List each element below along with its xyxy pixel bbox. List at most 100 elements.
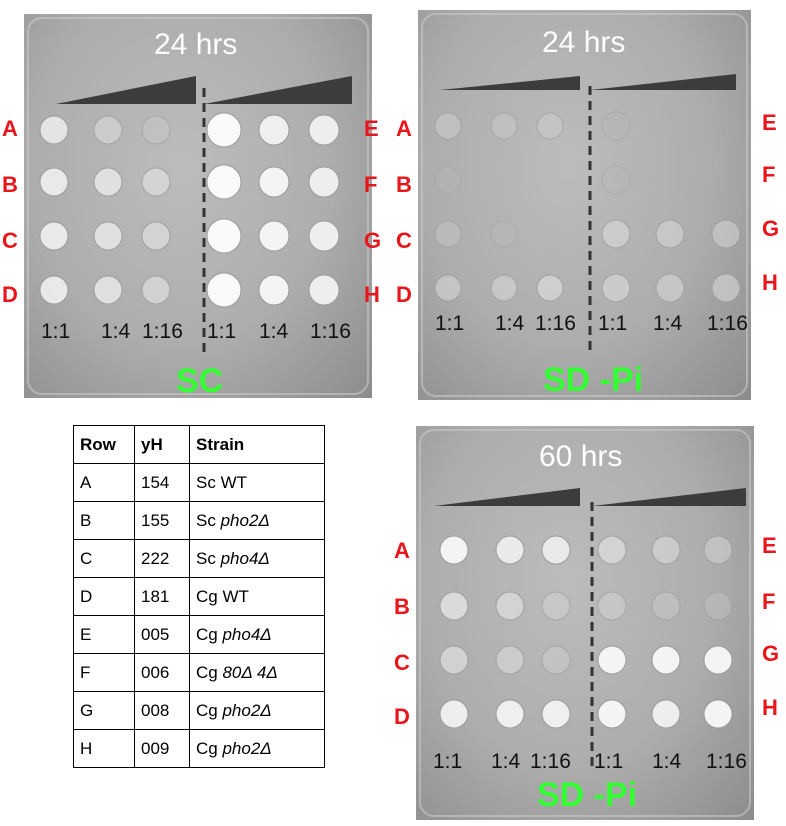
colony-spot [206,272,242,308]
table-header-row: Row yH Strain [73,425,325,464]
colony-spot [490,220,518,248]
genotype: pho4Δ [222,624,272,644]
row-label: E [364,116,379,141]
colony-spot [308,220,340,252]
genotype: WT [220,472,248,492]
dilution-label: 1:16 [530,750,571,773]
colony-spot [439,699,469,729]
dilution-wedge [440,76,580,90]
table-row: A 154 Sc WT [73,463,325,502]
dilution-wedge [204,76,352,104]
colony-spot [93,221,123,251]
row-cell: A [73,463,135,502]
dilution-label: 1:4 [101,320,131,343]
colony-spot [308,166,340,198]
colony-spot [541,699,571,729]
plate-graphics [419,429,751,817]
colony-spot [39,221,69,251]
dilution-wedge [590,74,736,90]
dilution-label: 1:16 [310,320,351,343]
table-row: F 006 Cg 80Δ 4Δ [73,653,325,692]
dilution-label: 1:1 [207,320,237,343]
yh-cell: 222 [134,539,190,578]
time-label: 24 hrs [154,28,238,61]
dilution-label: 1:16 [706,750,747,773]
row-label: C [396,228,412,253]
column-header-strain: Strain [189,425,325,464]
dilution-label: 1:4 [495,312,525,335]
dilution-label: 1:4 [653,312,683,335]
row-label: B [2,172,18,197]
colony-spot [39,275,69,305]
dilution-label: 1:1 [598,312,628,335]
strain-cell: Sc pho2Δ [189,501,325,540]
strain-cell: Cg pho2Δ [189,691,325,730]
yh-cell: 008 [134,691,190,730]
species: Sc [196,472,216,492]
row-label: F [762,162,776,187]
dilution-label: 1:16 [707,312,748,335]
plate-rim [27,17,369,395]
strain-cell: Cg pho2Δ [189,729,325,768]
colony-spot [651,699,681,729]
column-header-yh: yH [134,425,190,464]
yh-cell: 154 [134,463,190,502]
colony-spot [93,115,123,145]
plate-graphics [421,13,748,397]
plate-sdpi-60hrs: 60 hrs SD -Pi 1:1 1:4 1:16 1:1 1:4 1:16 [416,426,754,820]
row-label: D [2,282,18,307]
colony-spot [536,274,564,302]
colony-spot [597,645,627,675]
dilution-label: 1:16 [142,320,183,343]
row-label: H [364,282,380,307]
row-label: B [394,594,410,619]
colony-spot [490,274,518,302]
column-header-row: Row [73,425,135,464]
strain-table: Row yH Strain A 154 Sc WT B 155 Sc pho2Δ C 222 S… [73,425,325,768]
strain-cell: Cg WT [189,577,325,616]
dilution-wedge [56,76,196,104]
table-row: G 008 Cg pho2Δ [73,691,325,730]
plate-sc-24hrs: 24 hrs SC 1:1 1:4 1:16 1:1 1:4 1:16 [24,14,372,398]
species: Sc [196,548,216,568]
colony-spot [655,273,685,303]
medium-label: SD -Pi [543,361,644,399]
dilution-label: 1:16 [535,312,576,335]
row-cell: C [73,539,135,578]
yh-cell: 155 [134,501,190,540]
colony-spot [206,218,242,254]
time-label: 24 hrs [542,26,626,59]
medium-label: SD -Pi [537,776,638,814]
yh-cell: 009 [134,729,190,768]
colony-spot [601,273,631,303]
row-label: G [762,641,780,666]
colony-spot [434,166,462,194]
dilution-label: 1:1 [435,312,465,335]
colony-spot [711,219,741,249]
colony-spot [495,591,525,621]
colony-spot [93,167,123,197]
strain-cell: Sc WT [189,463,325,502]
colony-spot [141,275,171,305]
colony-spot [39,115,69,145]
species: Cg [196,738,218,758]
species: Cg [196,662,218,682]
row-label: H [762,695,778,720]
strain-cell: Sc pho4Δ [189,539,325,578]
dilution-label: 1:1 [41,320,71,343]
colony-spot [141,115,171,145]
row-label: E [762,533,777,558]
colony-spot [258,274,290,306]
strain-cell: Cg 80Δ 4Δ [189,653,325,692]
colony-spot [541,645,571,675]
colony-spot [258,220,290,252]
yh-cell: 005 [134,615,190,654]
species: Cg [196,586,218,606]
colony-spot [536,112,564,140]
colony-spot [651,591,681,621]
colony-spot [703,535,733,565]
colony-spot [651,535,681,565]
plate-image: 24 hrs SD -Pi 1:1 1:4 1:16 1:1 1:4 1:16 [418,10,751,400]
row-label: C [2,228,18,253]
genotype: pho4Δ [220,548,270,568]
